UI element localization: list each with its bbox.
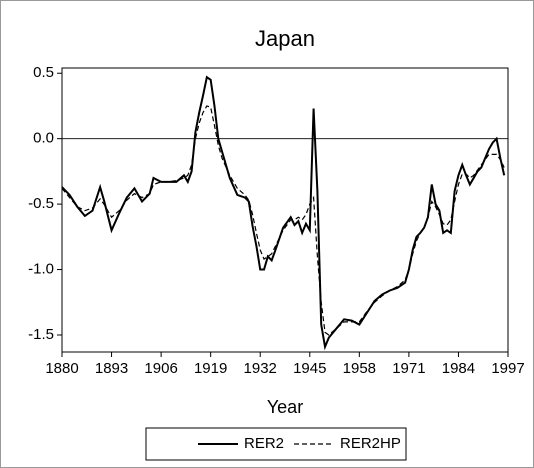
y-tick-label: 0.5 xyxy=(33,64,54,81)
y-tick-label: 0.0 xyxy=(33,130,54,147)
y-tick-label: -1.0 xyxy=(28,261,54,278)
plot-area xyxy=(61,67,509,353)
x-tick-label: 1906 xyxy=(144,360,177,377)
y-tick-label: -1.5 xyxy=(28,326,54,343)
x-tick-label: 1880 xyxy=(45,360,78,377)
chart-title: Japan xyxy=(255,26,315,51)
series-line xyxy=(61,105,505,336)
x-tick-label: 1945 xyxy=(293,360,326,377)
x-tick-label: 1997 xyxy=(491,360,524,377)
x-tick-label: 1958 xyxy=(343,360,376,377)
x-tick-label: 1893 xyxy=(95,360,128,377)
y-tick-label: -0.5 xyxy=(28,195,54,212)
x-tick-label: 1932 xyxy=(244,360,277,377)
legend-label: RER2HP xyxy=(340,435,401,452)
x-tick-label: 1919 xyxy=(194,360,227,377)
legend-box xyxy=(145,427,407,461)
x-axis-label: Year xyxy=(267,397,303,417)
legend-label: RER2 xyxy=(244,435,284,452)
x-tick-label: 1984 xyxy=(442,360,475,377)
x-tick-label: 1971 xyxy=(392,360,425,377)
